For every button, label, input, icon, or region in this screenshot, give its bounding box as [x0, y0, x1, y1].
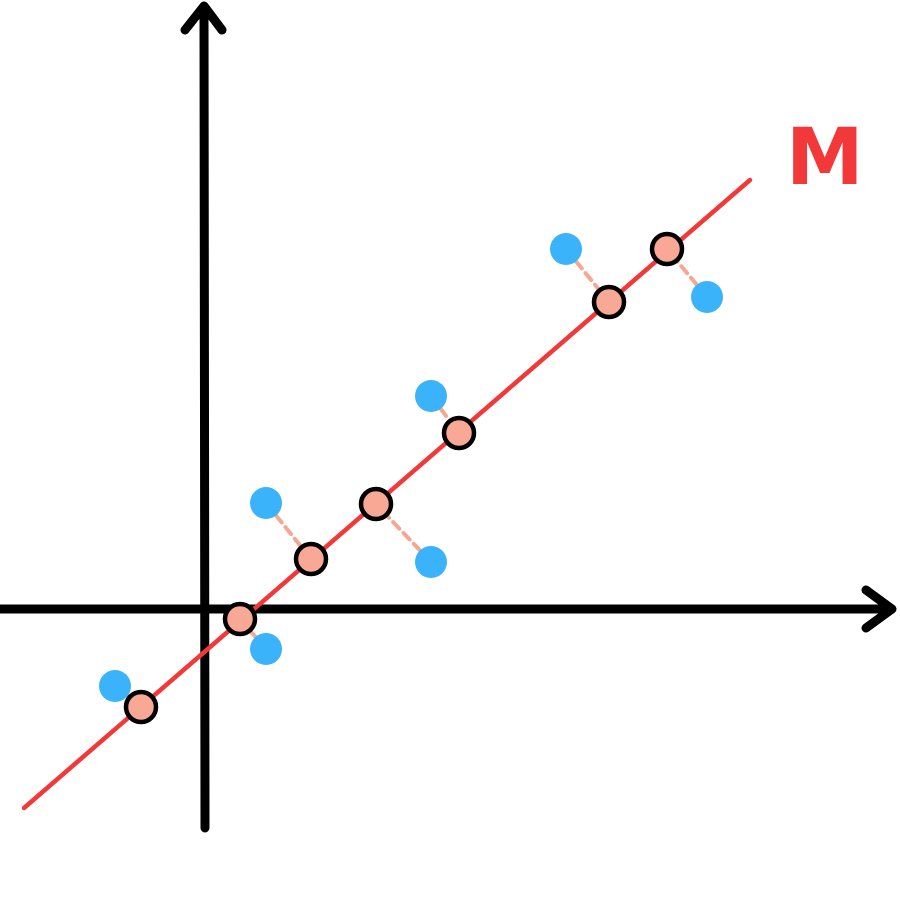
data-point	[250, 487, 282, 519]
data-point	[415, 546, 447, 578]
projected-point	[293, 541, 329, 577]
x-axis-arrowhead	[861, 585, 897, 633]
projection-connector	[674, 258, 699, 287]
y-axis	[199, 7, 210, 833]
projected-points	[123, 231, 685, 725]
projection-connectors	[125, 258, 699, 700]
projection-connector	[574, 259, 602, 293]
projection-connector	[438, 406, 452, 424]
projection-connector	[384, 512, 422, 553]
projected-point	[441, 415, 477, 451]
data-points	[99, 233, 723, 702]
data-point	[250, 633, 282, 665]
line-m-label: M	[786, 113, 864, 203]
axes	[0, 1, 897, 833]
projected-point	[649, 231, 685, 267]
y-axis-arrowhead	[180, 1, 227, 35]
data-point	[415, 380, 447, 412]
data-point	[691, 281, 723, 313]
data-point	[550, 233, 582, 265]
projected-point	[123, 689, 159, 725]
data-point	[99, 670, 131, 702]
projected-point	[222, 601, 258, 637]
projected-point	[591, 284, 627, 320]
projected-point	[358, 486, 394, 522]
projection-connector	[274, 513, 304, 550]
